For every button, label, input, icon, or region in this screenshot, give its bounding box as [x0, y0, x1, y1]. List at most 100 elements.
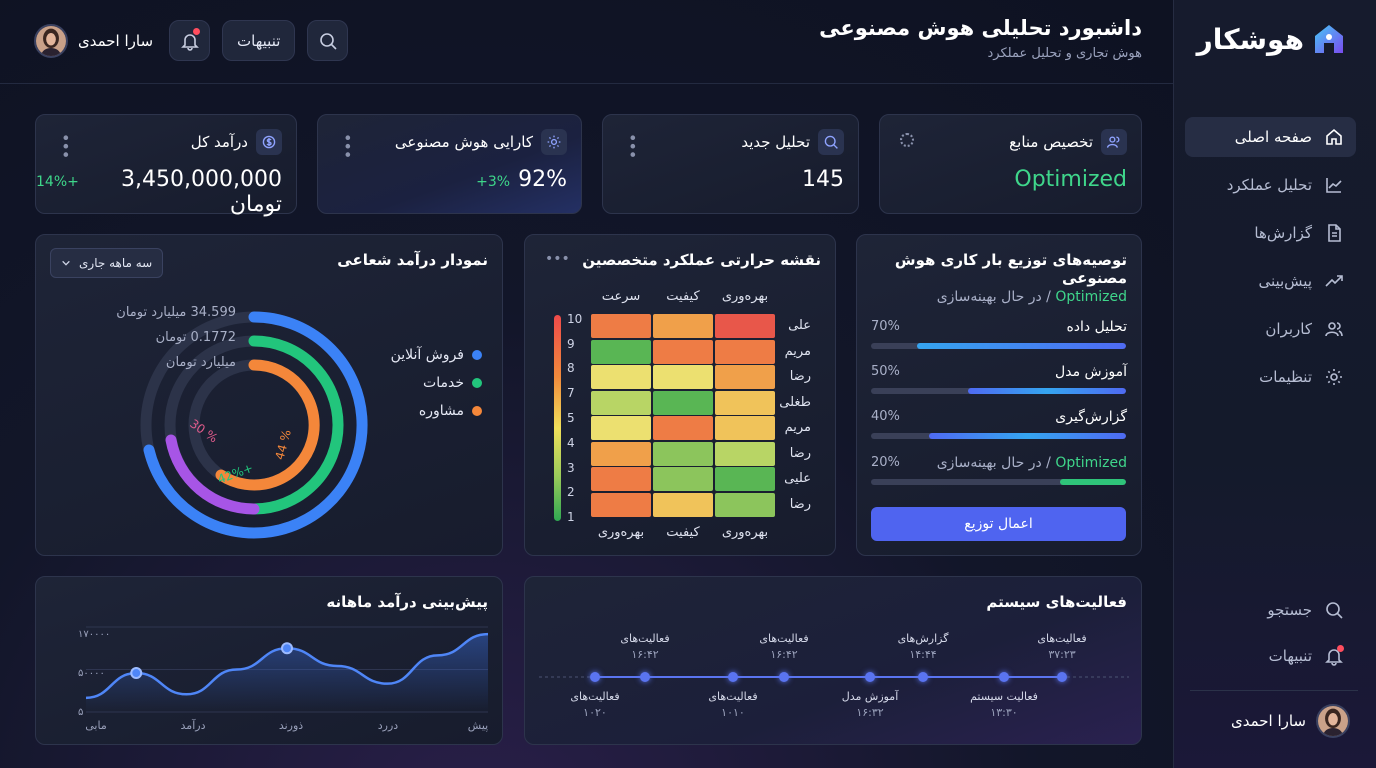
x-tick-label: ذورند — [279, 719, 303, 732]
apply-distribution-button[interactable]: اعمال توزیع — [871, 507, 1126, 541]
heat-cell[interactable] — [653, 390, 713, 415]
status-line: Optimized / در حال بهینه‌سازی — [937, 455, 1127, 471]
header-user[interactable]: سارا احمدی — [34, 23, 153, 58]
sidebar-item-forecast[interactable]: پیش‌بینی — [1185, 261, 1356, 301]
sidebar-item-settings[interactable]: تنظیمات — [1185, 357, 1356, 397]
more-menu-icon[interactable]: ••• — [56, 133, 75, 159]
alerts-button[interactable]: تنبیهات — [222, 20, 296, 61]
status-suffix: / در حال بهینه‌سازی — [936, 289, 1051, 305]
heat-cell[interactable] — [715, 467, 775, 491]
heat-cell[interactable] — [715, 365, 775, 389]
heat-cell[interactable] — [591, 416, 651, 440]
page-title: داشبورد تحلیلی هوش مصنوعی — [819, 16, 1142, 40]
heat-cell[interactable] — [591, 390, 651, 415]
bell-icon — [1325, 649, 1343, 666]
heat-cell[interactable] — [591, 339, 651, 364]
heat-cell[interactable] — [653, 314, 713, 338]
sidebar-item-performance[interactable]: تحلیل عملکرد — [1185, 165, 1356, 205]
heat-cell[interactable] — [653, 365, 713, 389]
timeline-node[interactable] — [640, 672, 650, 682]
legend-dot — [472, 378, 482, 388]
stat-value: 145 — [802, 167, 844, 192]
heat-cell[interactable] — [715, 492, 775, 517]
heat-row-label: مریم — [784, 343, 811, 359]
timeline-node[interactable] — [999, 672, 1009, 682]
heat-cell[interactable] — [591, 365, 651, 389]
brand[interactable]: هوشکار — [1197, 22, 1346, 56]
heat-cell[interactable] — [653, 492, 713, 517]
stat-value: 92% — [518, 167, 567, 192]
heat-row-label: مریم — [784, 420, 811, 435]
card-title: فعالیت‌های سیستم — [986, 593, 1127, 611]
heat-cell[interactable] — [653, 416, 713, 440]
ring-purple — [165, 434, 260, 515]
heat-cell[interactable] — [591, 467, 651, 491]
more-menu-icon[interactable]: ••• — [338, 133, 357, 159]
legend-dot — [472, 350, 482, 360]
heat-cell[interactable] — [591, 441, 651, 466]
heat-cell[interactable] — [715, 314, 775, 338]
rec-progress — [871, 388, 1126, 394]
heat-cell[interactable] — [715, 390, 775, 415]
timeline-event-time: ۱۴:۴۴ — [909, 648, 937, 661]
timeline-node[interactable] — [1057, 672, 1067, 682]
stat-card-resource-allocation: تخصیص منابع Optimized — [879, 114, 1142, 214]
heat-scale-label: 4 — [567, 436, 575, 450]
forecast-area — [86, 634, 488, 712]
forecast-chart: ۱۷۰۰۰۰ ۵۰۰۰۰ ۵ پیش دررد ذورند درآمد مابی — [78, 626, 488, 732]
heat-cell[interactable] — [653, 441, 713, 466]
avatar — [34, 23, 68, 58]
sidebar-item-reports[interactable]: گزارش‌ها — [1185, 213, 1356, 253]
sidebar-item-users[interactable]: کاربران — [1185, 309, 1356, 349]
timeline-node[interactable] — [779, 672, 789, 682]
rec-progress — [871, 433, 1126, 439]
timeline-event-label: فعالیت سیستم — [970, 690, 1038, 703]
legend-online-sales[interactable]: فروش آنلاین — [391, 347, 482, 363]
sidebar-nav: صفحه اصلی تحلیل عملکرد گزارش‌ها پیش‌بینی… — [1185, 117, 1356, 405]
avatar — [1316, 704, 1350, 738]
logo-icon — [1315, 25, 1343, 53]
timeline-node[interactable] — [728, 672, 738, 682]
rec-progress — [871, 479, 1126, 485]
status-suffix: / در حال بهینه‌سازی — [936, 455, 1051, 471]
legend-consulting[interactable]: مشاوره — [419, 403, 482, 419]
more-menu-icon[interactable]: ••• — [545, 251, 570, 267]
heat-cell[interactable] — [653, 339, 713, 364]
stat-delta: +14% — [36, 174, 79, 190]
sidebar-item-search[interactable]: جستجو — [1185, 590, 1356, 630]
notification-button[interactable] — [169, 20, 211, 61]
heat-cell[interactable] — [715, 441, 775, 466]
timeline-event-label: فعالیت‌های — [570, 690, 620, 703]
sidebar: هوشکار صفحه اصلی تحلیل عملکرد گزارش‌ها پ… — [1173, 0, 1376, 768]
period-select[interactable]: سه ماهه جاری — [50, 248, 164, 278]
legend-services[interactable]: خدمات — [423, 375, 482, 391]
gear-icon — [541, 129, 567, 155]
more-menu-icon[interactable]: ••• — [623, 133, 642, 159]
sidebar-item-notifications[interactable]: تنبیهات — [1185, 636, 1356, 676]
heat-cell[interactable] — [591, 314, 651, 338]
timeline-node[interactable] — [918, 672, 928, 682]
heat-cell[interactable] — [591, 492, 651, 517]
timeline-node[interactable] — [865, 672, 875, 682]
search-button[interactable] — [307, 20, 349, 61]
stat-card-total-revenue: درآمد کل ••• 3,450,000,000 تومان +14% — [35, 114, 297, 217]
heat-scale-label: 10 — [567, 312, 583, 326]
heat-cell[interactable] — [715, 416, 775, 440]
ring-online-sales — [143, 311, 368, 539]
sidebar-bottom: جستجو تنبیهات — [1185, 590, 1356, 682]
timeline-node[interactable] — [590, 672, 600, 682]
sidebar-user[interactable]: سارا احمدی — [1231, 704, 1350, 738]
x-tick-label: دررد — [378, 719, 399, 732]
heat-cell[interactable] — [653, 467, 713, 491]
stat-card-ai-efficiency: کارایی هوش مصنوعی ••• +3% 92% — [317, 114, 582, 214]
ring-label-44: % 44 — [272, 428, 293, 461]
x-tick-label: درآمد — [181, 718, 206, 732]
stat-value-row: +3% 92% — [476, 167, 567, 192]
timeline-event-label: فعالیت‌های — [620, 632, 670, 645]
heat-row-label: رضا — [789, 369, 811, 384]
stat-title: تخصیص منابع — [1009, 129, 1127, 155]
sidebar-item-home[interactable]: صفحه اصلی — [1185, 117, 1356, 157]
x-tick-label: پیش — [468, 719, 488, 732]
heat-cell[interactable] — [715, 339, 775, 364]
timeline-axis — [539, 676, 1129, 678]
